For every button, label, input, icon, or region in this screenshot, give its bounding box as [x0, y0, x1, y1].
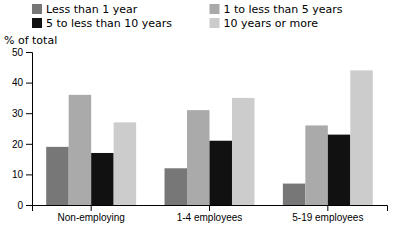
- bar-series: [114, 70, 373, 205]
- x-axis-line: [33, 206, 388, 212]
- y-tick-mark: [26, 144, 32, 145]
- y-tick-mark: [26, 83, 32, 84]
- legend: Less than 1 year 1 to less than 5 years 5 …: [32, 3, 343, 30]
- y-tick: 30: [12, 108, 32, 119]
- y-tick-label: 10: [12, 169, 24, 180]
- y-tick-label: 40: [12, 77, 24, 88]
- x-tick: Non-employing: [58, 205, 125, 223]
- y-tick: 10: [12, 169, 32, 180]
- y-label: % of total: [4, 34, 57, 47]
- bar: [165, 168, 187, 205]
- y-tick-label: 20: [12, 139, 24, 150]
- x-tick-label: 1-4 employees: [177, 212, 243, 223]
- bar: [283, 184, 305, 205]
- y-tick-mark: [26, 52, 32, 53]
- y-tick-mark: [26, 113, 32, 114]
- y-axis-line: [26, 53, 33, 206]
- bar: [46, 147, 68, 205]
- x-tick-mark: [327, 205, 328, 211]
- legend-label: 1 to less than 5 years: [224, 3, 343, 16]
- legend-item: 5 to less than 10 years: [32, 17, 172, 30]
- y-tick-label: 0: [17, 200, 23, 211]
- legend-item: 1 to less than 5 years: [210, 3, 343, 16]
- bar: [210, 141, 232, 205]
- y-tick: 50: [12, 47, 32, 58]
- bar: [328, 135, 350, 205]
- y-axis: 0 10 20 30 40 50: [12, 47, 33, 211]
- x-tick-mark: [91, 205, 92, 211]
- legend-swatch: [210, 4, 220, 14]
- legend-item: Less than 1 year: [32, 3, 138, 16]
- legend-item: 10 years or more: [210, 17, 319, 30]
- x-tick-label: 5-19 employees: [292, 212, 363, 223]
- bar: [232, 98, 254, 205]
- x-axis: Non-employing 1-4 employees 5-19 employees: [33, 205, 388, 223]
- legend-swatch: [32, 4, 42, 14]
- bar-series: [69, 95, 328, 205]
- x-tick: 1-4 employees: [177, 205, 243, 223]
- y-tick: 0: [17, 200, 32, 211]
- bar: [305, 125, 327, 205]
- legend-label: 10 years or more: [224, 17, 319, 30]
- y-tick: 20: [12, 139, 32, 150]
- y-tick-label: 50: [12, 47, 24, 58]
- bar: [69, 95, 91, 205]
- plot: 0 10 20 30 40 50 Non-employing 1-4 employees 5-1…: [12, 47, 388, 223]
- y-tick-label: 30: [12, 108, 24, 119]
- legend-label: Less than 1 year: [46, 3, 138, 16]
- bars: [46, 70, 373, 205]
- y-tick-mark: [26, 174, 32, 175]
- legend-swatch: [32, 18, 42, 28]
- bar: [114, 122, 136, 205]
- x-tick-mark: [209, 205, 210, 211]
- y-tick: 40: [12, 77, 32, 88]
- x-tick: 5-19 employees: [292, 205, 363, 223]
- chart: 0 10 20 30 40 50 Non-employing 1-4 employees 5-1…: [0, 0, 397, 227]
- y-tick-mark: [26, 205, 32, 206]
- legend-swatch: [210, 18, 220, 28]
- x-tick-label: Non-employing: [58, 212, 125, 223]
- bar: [91, 153, 113, 205]
- bar: [187, 110, 209, 205]
- legend-label: 5 to less than 10 years: [46, 17, 172, 30]
- bar: [350, 70, 372, 205]
